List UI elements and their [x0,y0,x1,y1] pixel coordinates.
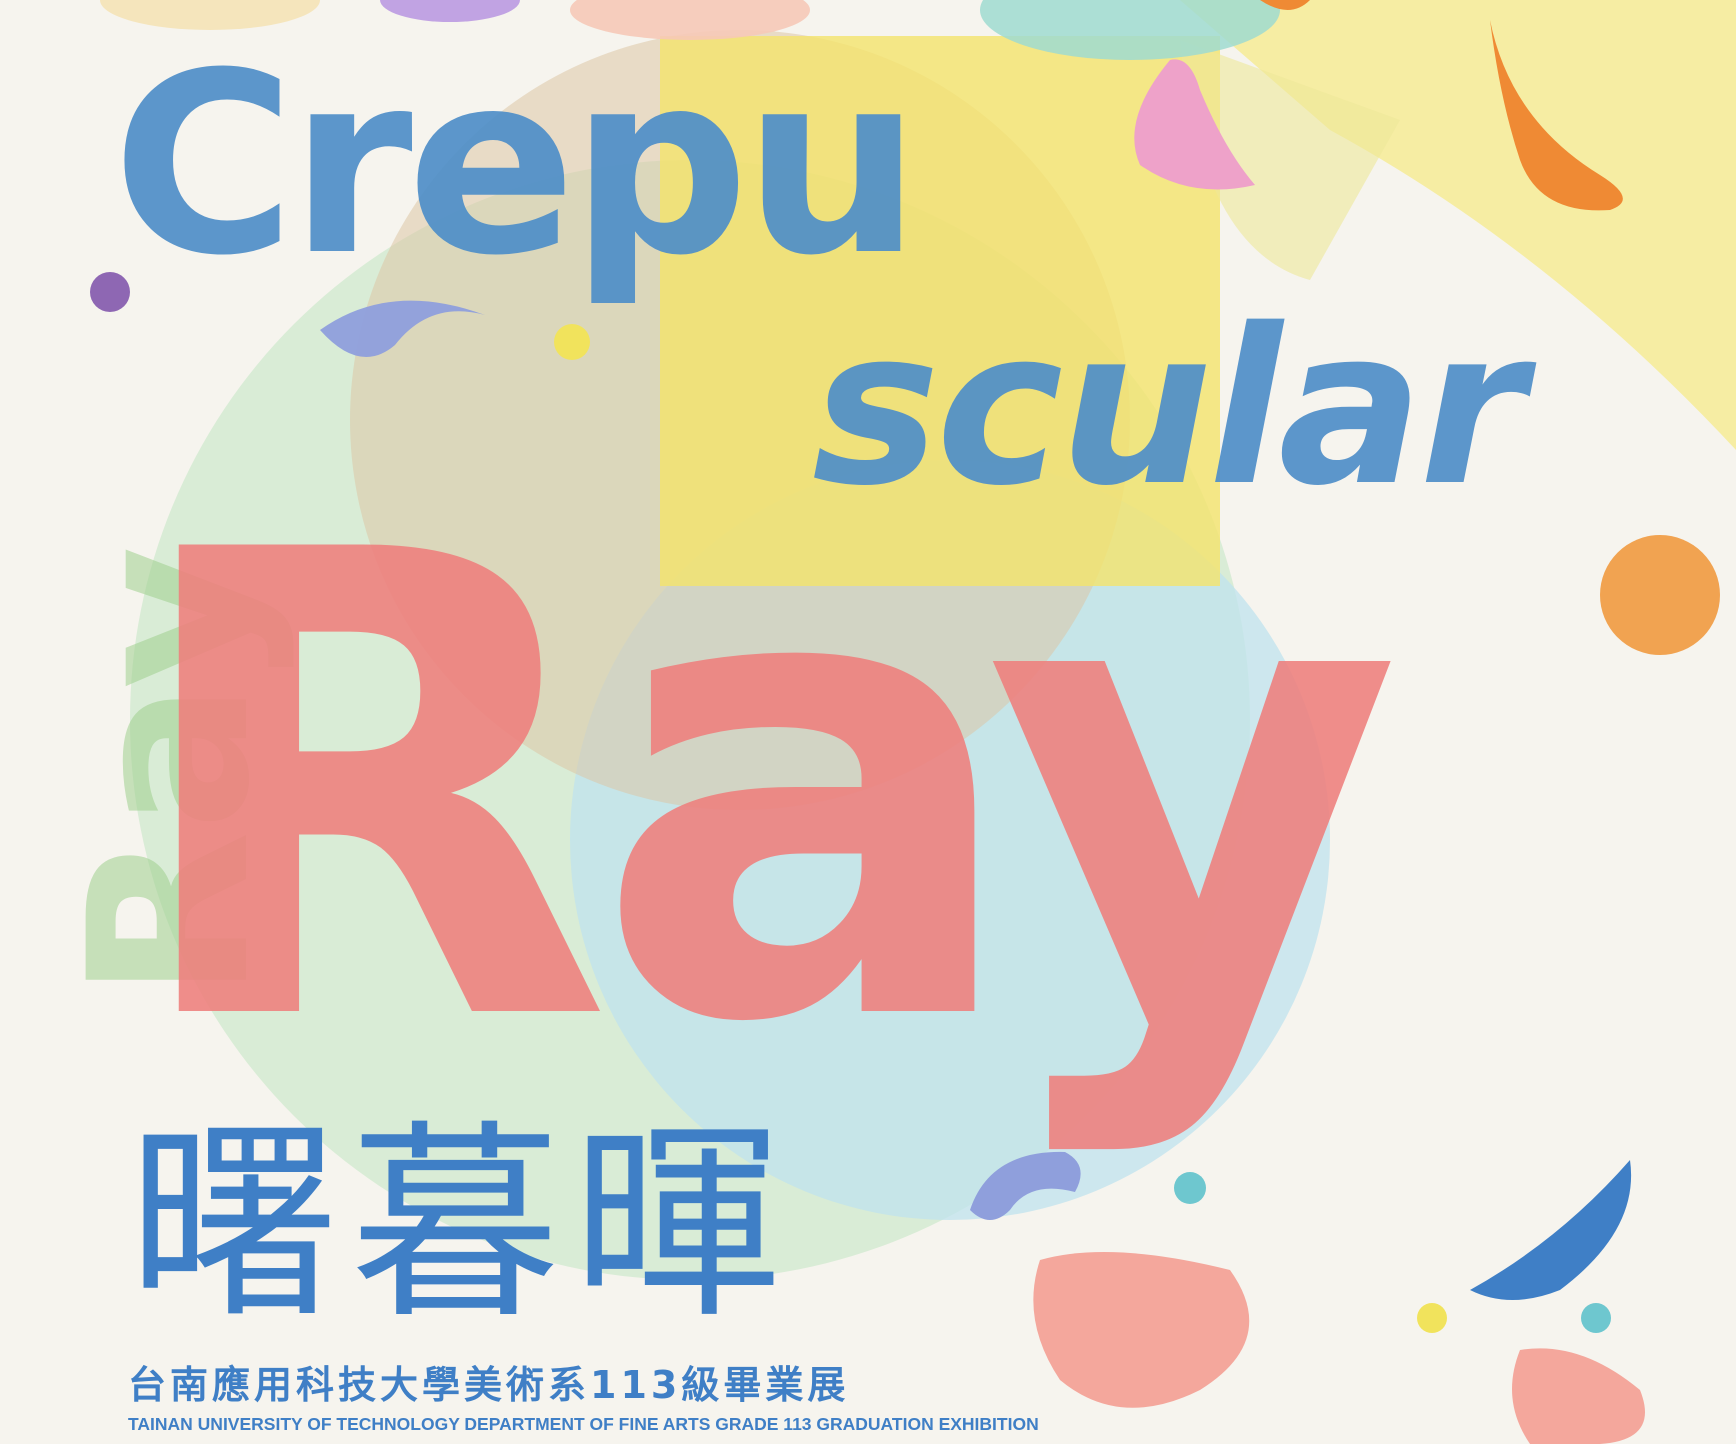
teal-dot-right [1581,1303,1611,1333]
purple-dot [90,272,130,312]
crepu-word: Crepu [112,19,921,310]
peach-blob [1033,1252,1250,1408]
poster-subtitle-english: TAINAN UNIVERSITY OF TECHNOLOGY DEPARTME… [128,1414,1039,1434]
top-purple-shape [380,0,520,22]
top-cream-shape [100,0,320,30]
orange-halftone-circle [1600,535,1720,655]
teal-dot [1174,1172,1206,1204]
top-teal-shape [980,0,1280,60]
top-peach-shape [570,0,810,40]
blue-swoosh [1470,1160,1632,1300]
pink-blob [1134,59,1255,190]
bg-yellow-rect [660,36,1220,586]
periwinkle-swoosh [320,300,485,357]
ray-word: Ray [120,417,1402,1162]
poster-title-chinese: 曙暮暉 [128,1102,795,1347]
orange-drip-top [1260,0,1310,10]
orange-drip [1490,20,1623,211]
bg-yellow-wedge-2 [1180,40,1400,280]
poster-subtitle-chinese: 台南應用科技大學美術系113級畢業展 [128,1363,850,1407]
yellow-dot-upper [554,324,590,360]
scular-word: scular [812,282,1525,533]
peach-blob-right [1512,1348,1645,1444]
yellow-dot-lower [1417,1303,1447,1333]
periwinkle-swoosh-lower [970,1151,1081,1220]
